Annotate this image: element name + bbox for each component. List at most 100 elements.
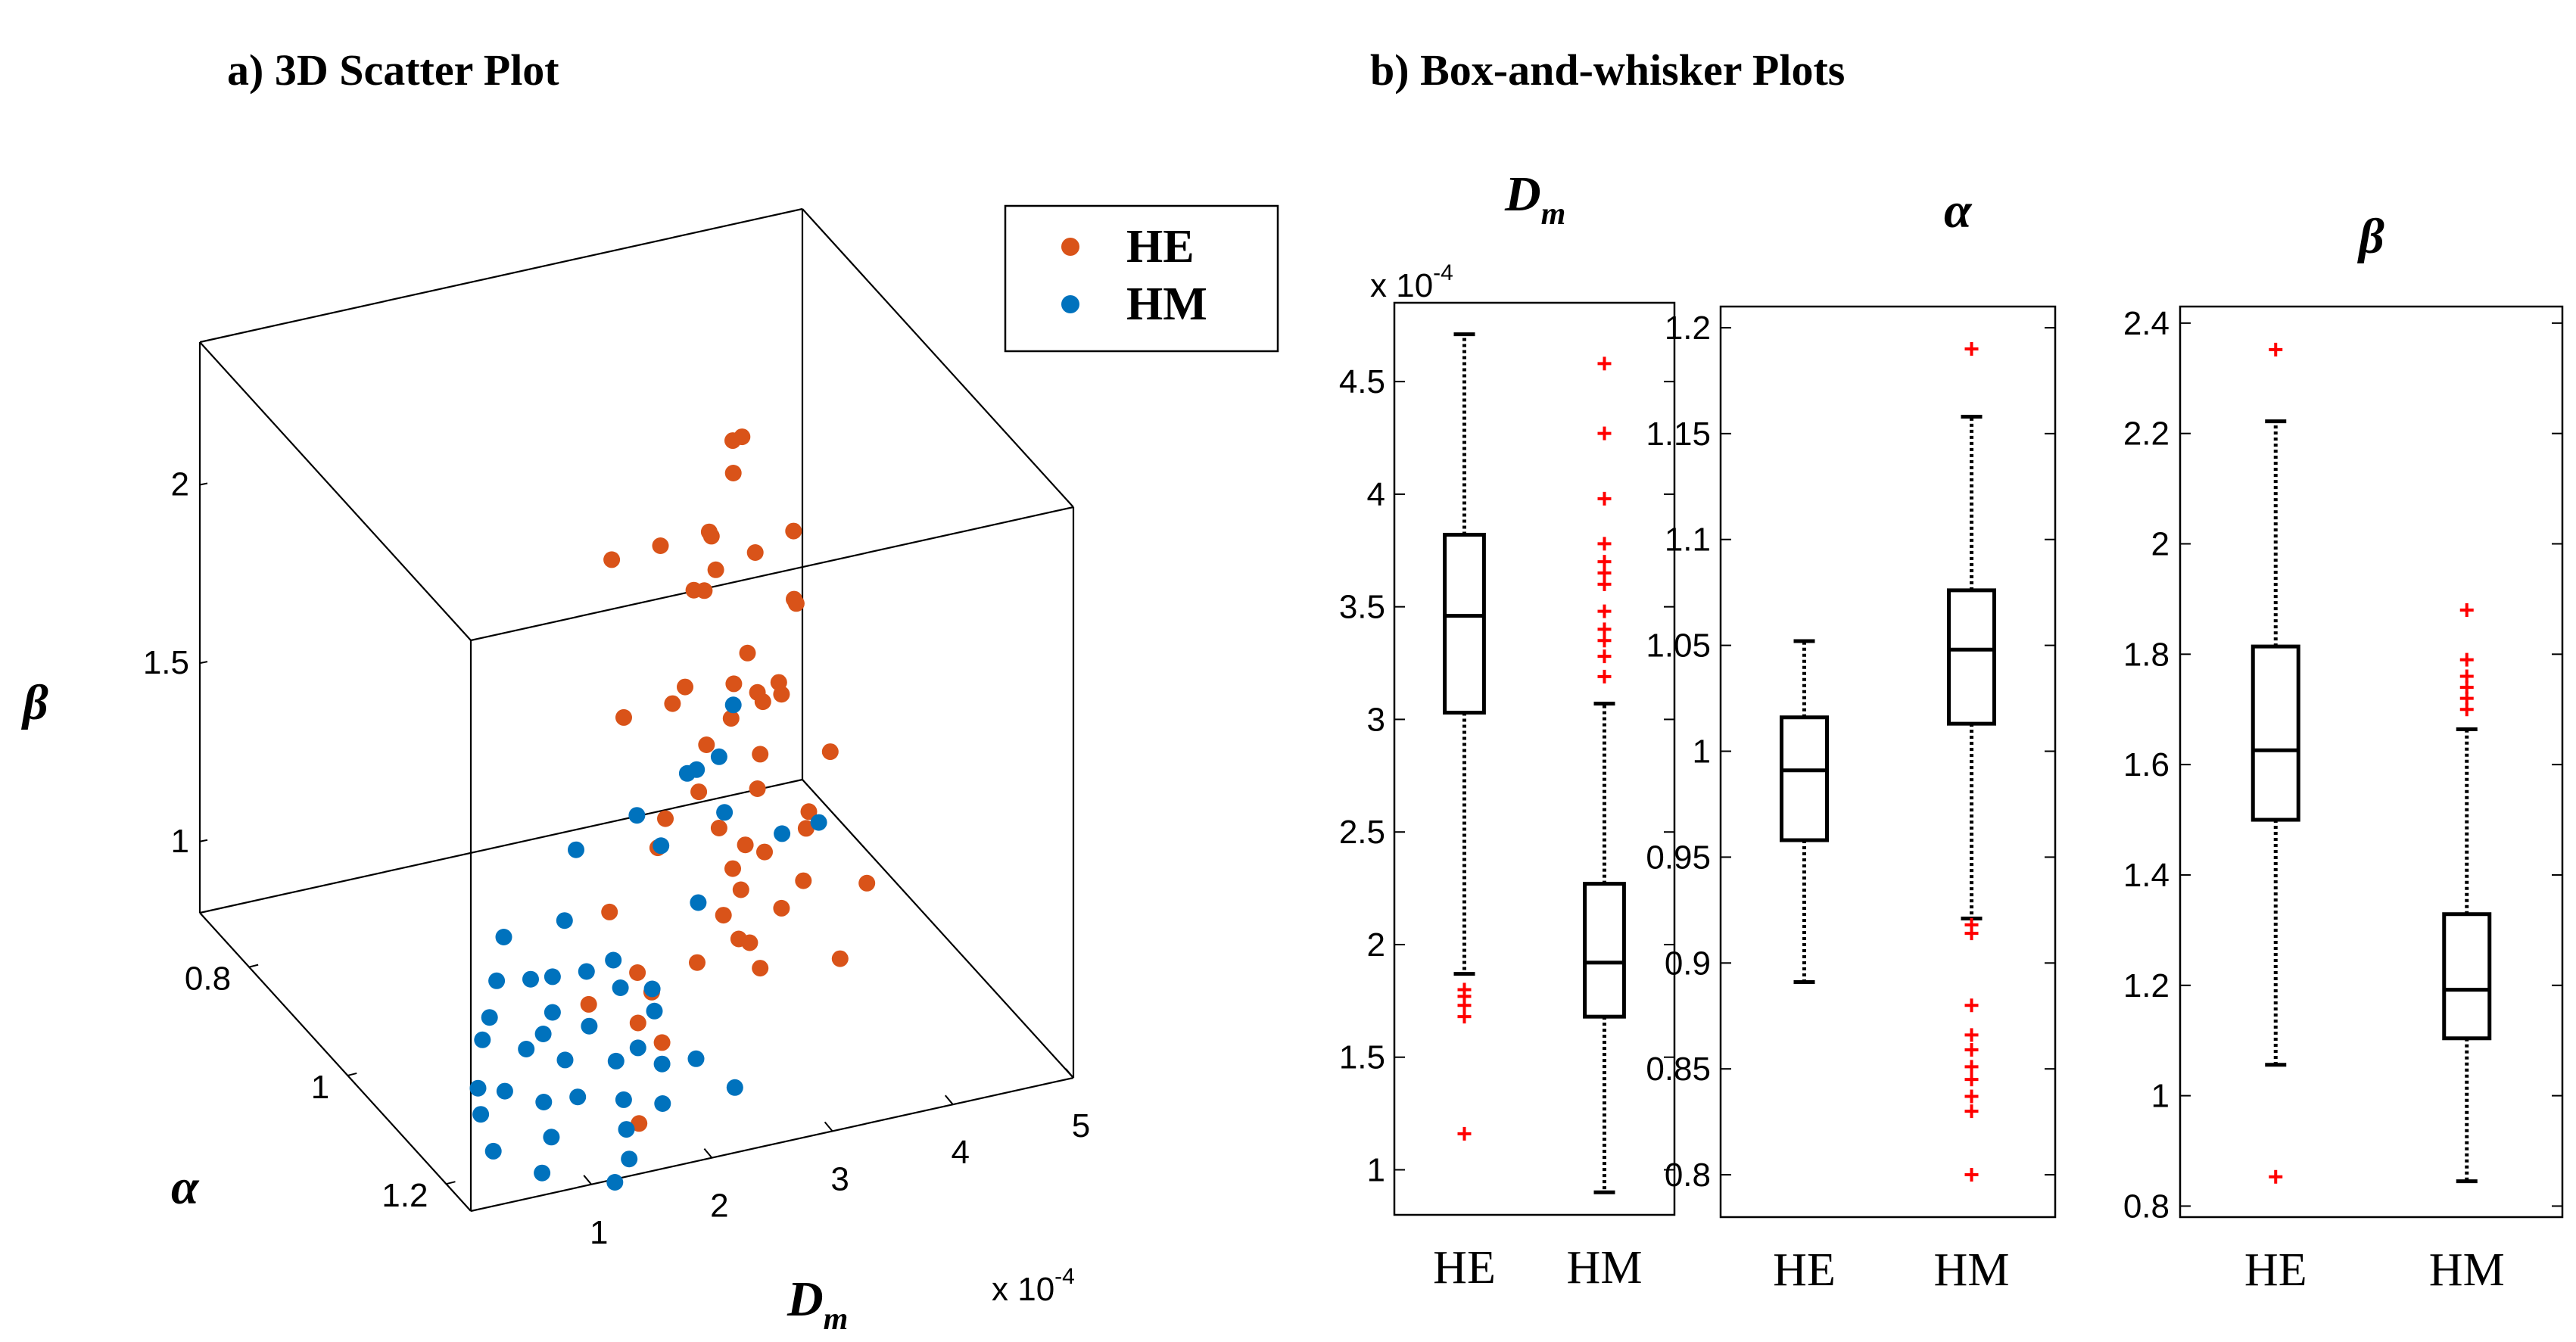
scatter-point-he <box>741 934 758 951</box>
outlier-hm <box>1964 1060 1979 1074</box>
box-y-tick-label: 0.8 <box>1665 1157 1711 1194</box>
scatter-point-he <box>653 1034 671 1051</box>
scatter-point-he <box>707 561 724 578</box>
scatter-point-he <box>629 1014 646 1032</box>
scatter-point-hm <box>474 1031 491 1048</box>
box-y-tick-label: 0.9 <box>1665 945 1711 982</box>
scatter-point-hm <box>653 1055 671 1073</box>
scatter-point-hm <box>534 1164 551 1182</box>
x-tick-label: 5 <box>1072 1107 1090 1144</box>
scatter-point-hm <box>724 696 742 714</box>
box-panel: 0.8 1 1.2 1.4 1.6 1.8 2 2.2 2.4 HE HM <box>2123 305 2564 1296</box>
box-iqr-hm <box>1583 882 1626 1019</box>
y-tick-mark <box>446 1181 456 1185</box>
scatter-point-hm <box>568 841 584 858</box>
scatter-point-he <box>752 746 769 763</box>
box-y-tick-label: 2 <box>2151 526 2170 563</box>
x-tick-mark <box>583 1175 592 1185</box>
x-tick-mark <box>945 1094 954 1105</box>
outlier-hm <box>1964 1042 1979 1057</box>
scatter-point-he <box>696 582 713 599</box>
outlier-hm <box>2459 669 2474 683</box>
scatter-point-he <box>724 465 742 481</box>
box-panel: 1 1.5 2 2.5 3 3.5 4 4.5 HE HM <box>1339 301 1676 1294</box>
scatter-point-hm <box>774 825 791 842</box>
scatter-point-he <box>773 899 790 917</box>
scatter-point-hm <box>606 1174 624 1191</box>
scatter-point-he <box>710 820 727 836</box>
box-y-tick-label: 1.1 <box>1665 522 1711 559</box>
scatter-point-hm <box>534 1026 552 1042</box>
scatter-point-hm <box>518 1041 535 1057</box>
box-y-tick-label: 3 <box>1367 701 1385 738</box>
scatter-point-hm <box>481 1009 498 1026</box>
scatter-point-he <box>732 881 749 898</box>
scatter-point-he <box>787 595 805 612</box>
legend-marker-he <box>1061 238 1079 256</box>
outlier-hm <box>1597 649 1612 664</box>
outlier-hm <box>1597 357 1612 371</box>
outlier-hm <box>1597 622 1612 637</box>
x-tick-label: 1 <box>590 1214 608 1251</box>
legend-label-he: HE <box>1126 221 1195 272</box>
z-tick-label: 1.5 <box>143 644 189 681</box>
scatter-point-hm <box>615 1091 632 1108</box>
scatter-point-he <box>800 803 818 820</box>
scatter-point-hm <box>484 1142 502 1160</box>
scatter-point-hm <box>607 1052 625 1070</box>
z-tick-label: 1 <box>171 823 189 860</box>
box-y-tick-label: 2 <box>1367 926 1385 964</box>
scatter-point-he <box>734 428 751 446</box>
legend-marker-hm <box>1061 295 1079 313</box>
box-y-tick-label: 4 <box>1367 476 1385 513</box>
scatter-point-hm <box>690 894 707 911</box>
box-iqr-hm <box>2442 912 2492 1041</box>
box-y-tick-label: 1.4 <box>2123 857 2170 894</box>
box-y-tick-label: 1.05 <box>1646 627 1711 665</box>
scatter-point-he <box>702 528 720 545</box>
scatter-point-hm <box>578 963 595 980</box>
x-tick-mark <box>824 1121 833 1132</box>
scatter-point-he <box>756 843 773 861</box>
scatter-point-he <box>858 874 876 892</box>
outlier-hm <box>1964 1089 1979 1104</box>
scatter-point-hm <box>544 968 561 985</box>
box-y-tick-label: 1.2 <box>2123 967 2170 1004</box>
scatter-point-hm <box>495 929 512 945</box>
z-tick-mark <box>199 482 208 486</box>
box-iqr-he <box>1443 532 1486 715</box>
scatter-point-he <box>677 678 693 696</box>
scatter-point-hm <box>496 1082 513 1100</box>
box-plots: 11.522.533.544.5HE HM0.80.850.90.9511.051… <box>1339 301 2564 1296</box>
outlier-hm <box>1597 669 1612 683</box>
outlier-he <box>2269 342 2283 357</box>
box-y-tick-label: 0.85 <box>1646 1051 1711 1088</box>
scatter-point-hm <box>646 1002 663 1020</box>
scatter-point-hm <box>687 1050 705 1067</box>
x-tick-mark <box>1065 1068 1074 1079</box>
scatter-point-he <box>746 544 764 561</box>
scatter-point-hm <box>522 970 539 988</box>
box-panel: 0.8 0.85 0.9 0.95 1 1.05 1.1 1.15 1.2 HE HM <box>1646 305 2057 1296</box>
outlier-hm <box>1964 1104 1979 1119</box>
scatter-z-label: β <box>20 675 48 730</box>
legend-box <box>1004 204 1279 353</box>
box-y-tick-label: 0.95 <box>1646 839 1711 876</box>
scatter-point-hm <box>556 1051 574 1069</box>
scatter-point-he <box>749 780 766 797</box>
scatter-point-hm <box>726 1079 743 1096</box>
box-title-beta: β <box>2356 209 2384 264</box>
outlier-hm <box>1964 998 1979 1013</box>
x-tick-label: 3 <box>830 1160 849 1197</box>
scatter-y-label: α <box>171 1160 200 1215</box>
scatter-point-hm <box>605 951 622 969</box>
scatter-point-he <box>821 743 839 761</box>
scatter-point-he <box>831 950 849 967</box>
outlier-hm <box>2459 652 2474 667</box>
scatter-point-he <box>580 995 597 1013</box>
scatter-point-he <box>698 736 715 753</box>
scatter-point-hm <box>653 837 670 855</box>
outlier-he <box>1457 1126 1472 1141</box>
scatter-point-hm <box>535 1094 553 1110</box>
scatter-point-hm <box>678 764 696 782</box>
